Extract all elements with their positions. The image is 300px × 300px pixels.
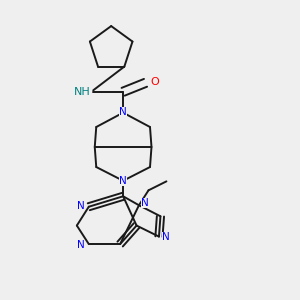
Text: O: O [150,77,159,87]
Text: N: N [77,201,85,211]
Text: N: N [77,240,85,250]
Text: N: N [119,176,127,186]
Text: NH: NH [74,87,90,97]
Text: N: N [141,198,149,208]
Text: N: N [119,107,127,117]
Text: N: N [162,232,170,242]
